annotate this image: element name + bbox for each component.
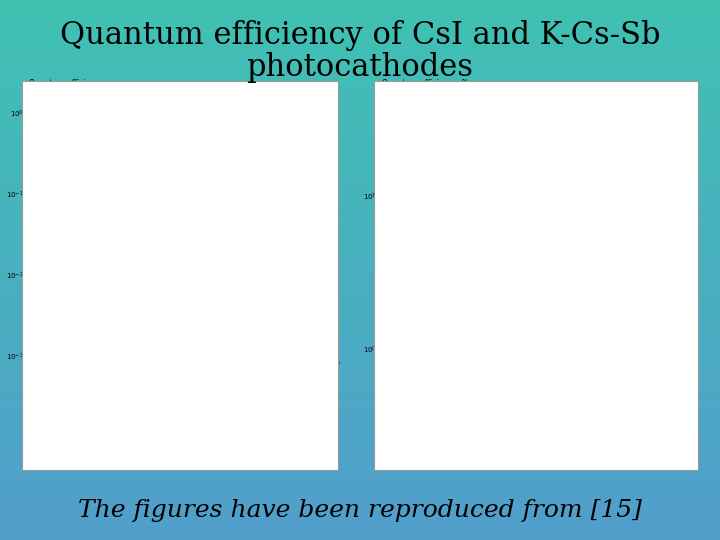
FancyBboxPatch shape (374, 81, 698, 470)
Text: Quantum efficiency, %: Quantum efficiency, % (382, 79, 469, 89)
Text: The figures have been reproduced from [15]: The figures have been reproduced from [1… (78, 499, 642, 522)
Text: NaI: NaI (216, 330, 230, 338)
Text: CVD
diamond: CVD diamond (37, 221, 66, 239)
Text: Quantum efficiency: Quantum efficiency (29, 79, 104, 89)
Text: CsBr: CsBr (197, 383, 216, 390)
Text: Fig. 7. Quantum efficiency spectra for opaque ultraviolet
photocathodes in vacuu: Fig. 7. Quantum efficiency spectra for o… (35, 368, 223, 392)
Text: K–Cs–Sb/CsBr(280 Å): K–Cs–Sb/CsBr(280 Å) (399, 326, 472, 334)
X-axis label: Wavelength, nm: Wavelength, nm (150, 368, 213, 377)
X-axis label: Wavelength, nm: Wavelength, nm (507, 368, 570, 377)
FancyBboxPatch shape (22, 81, 338, 470)
Text: CuI: CuI (258, 245, 272, 253)
Text: Quantum efficiency of CsI and K-Cs-Sb: Quantum efficiency of CsI and K-Cs-Sb (60, 19, 660, 51)
Text: CsI: CsI (274, 197, 287, 204)
Text: Fig. 16. Spectra of quantum efficiency for reflective photo-
cathodes for the vi: Fig. 16. Spectra of quantum efficiency f… (387, 368, 574, 406)
Text: Cs–Sb: Cs–Sb (399, 184, 423, 192)
Text: K–Cs–Sb: K–Cs–Sb (399, 122, 433, 130)
Text: photocathodes: photocathodes (246, 52, 474, 83)
